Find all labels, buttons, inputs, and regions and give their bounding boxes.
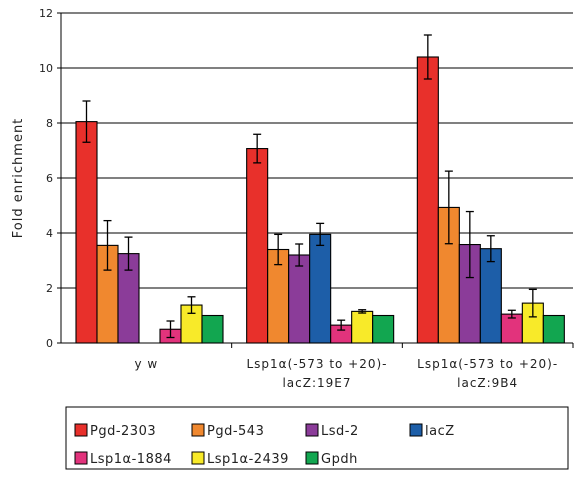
y-tick-label: 12 xyxy=(39,7,53,20)
legend-swatch xyxy=(191,423,205,437)
axes xyxy=(57,12,574,348)
bar xyxy=(288,254,311,344)
legend: Pgd-2303 Pgd-543 Lsd-2 lacZ Lsp1α-1884 Lsp1α-… xyxy=(65,406,569,470)
legend-swatch xyxy=(74,423,88,437)
y-tick-labels: 0 2 4 6 8 10 12 xyxy=(39,7,53,350)
y-tick-label: 0 xyxy=(46,337,53,350)
legend-swatch xyxy=(409,423,423,437)
legend-swatch xyxy=(74,451,88,465)
x-category-label: Lsp1α(-573 to +20)- xyxy=(417,357,558,371)
x-category-labels: y w Lsp1α(-573 to +20)- lacZ:19E7 Lsp1α(-57… xyxy=(134,357,558,390)
legend-swatch xyxy=(305,451,319,465)
bar xyxy=(75,121,98,344)
legend-label: Pgd-2303 xyxy=(90,424,156,439)
legend-label: Lsp1α-1884 xyxy=(90,452,172,467)
legend-swatch xyxy=(191,451,205,465)
y-tick-label: 4 xyxy=(46,227,53,240)
bar xyxy=(351,310,374,344)
x-category-label: y w xyxy=(134,357,158,371)
bar xyxy=(201,314,224,344)
y-tick-label: 10 xyxy=(39,62,53,75)
y-tick-label: 6 xyxy=(46,172,53,185)
bar xyxy=(309,233,332,344)
legend-label: Lsd-2 xyxy=(321,424,359,439)
legend-label: lacZ xyxy=(425,424,455,439)
y-tick-label: 8 xyxy=(46,117,53,130)
x-category-label: lacZ:9B4 xyxy=(457,376,518,390)
x-category-label: Lsp1α(-573 to +20)- xyxy=(246,357,387,371)
error-bars xyxy=(82,34,537,339)
bar xyxy=(542,314,565,344)
bar xyxy=(479,248,502,344)
x-category-label: lacZ:19E7 xyxy=(282,376,351,390)
bar xyxy=(416,56,439,344)
legend-label: Lsp1α-2439 xyxy=(207,452,289,467)
legend-label: Gpdh xyxy=(321,452,358,467)
bar xyxy=(246,148,269,344)
y-tick-label: 2 xyxy=(46,282,53,295)
bars xyxy=(75,56,565,344)
y-axis-label: Fold enrichment xyxy=(11,118,26,239)
legend-label: Pgd-543 xyxy=(207,424,264,439)
bar xyxy=(372,314,395,344)
legend-swatch xyxy=(305,423,319,437)
